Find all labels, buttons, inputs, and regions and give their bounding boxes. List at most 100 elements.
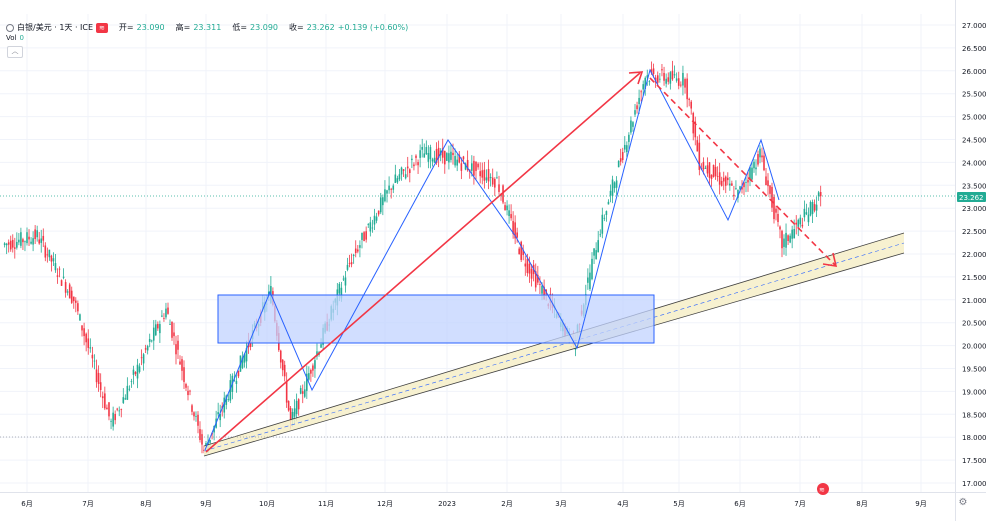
candle-body <box>72 296 75 302</box>
candle-body <box>599 234 602 236</box>
chevron-up-icon[interactable]: ︿ <box>7 46 23 58</box>
candle-body <box>373 215 376 225</box>
candle-body <box>155 324 157 336</box>
candle-body <box>285 381 288 403</box>
candle-body <box>195 415 197 417</box>
candle-body <box>779 226 781 230</box>
candle-body <box>516 232 518 238</box>
candle-body <box>34 229 36 240</box>
candle-body <box>371 227 374 229</box>
candle-body <box>5 243 8 246</box>
candle-body <box>724 176 727 186</box>
candle-body <box>299 388 302 394</box>
candle-body <box>11 239 14 248</box>
price-tick-label: 24.500 <box>962 137 986 145</box>
candle-body <box>64 282 67 293</box>
candle-body <box>106 407 108 410</box>
candle-body <box>163 318 165 319</box>
candle-body <box>611 179 614 197</box>
candle-body <box>771 186 773 208</box>
candle-body <box>237 370 240 377</box>
candle-body <box>3 243 6 245</box>
candle-body <box>377 210 380 215</box>
zigzag-line <box>204 68 780 451</box>
price-tick-label: 18.500 <box>962 411 986 419</box>
candle-body <box>722 177 725 182</box>
candle-body <box>646 75 649 78</box>
candle-body <box>485 177 488 181</box>
price-tick-label: 23.500 <box>962 182 986 190</box>
candle-body <box>314 360 316 369</box>
candle-body <box>50 255 53 262</box>
candle-body <box>605 211 608 215</box>
event-flag: ≋ <box>817 483 829 495</box>
candle-body <box>348 262 351 264</box>
candle-body <box>686 78 688 100</box>
candle-body <box>425 147 428 155</box>
candle-body <box>648 81 651 83</box>
candle-body <box>93 360 96 362</box>
candle-body <box>595 250 597 260</box>
candle-body <box>429 147 432 160</box>
candle-body <box>537 274 539 283</box>
price-tick-label: 18.000 <box>962 434 986 442</box>
candle-body <box>753 161 755 169</box>
candle-body <box>146 346 149 351</box>
candle-body <box>593 248 595 256</box>
candle-body <box>223 397 226 413</box>
candle-body <box>799 217 802 225</box>
price-tick-label: 17.000 <box>962 480 986 488</box>
candle-body <box>615 180 618 188</box>
candle-body <box>369 222 372 232</box>
candle-body <box>727 177 729 181</box>
candle-body <box>437 147 440 158</box>
candle-body <box>193 412 195 417</box>
candle-body <box>48 249 51 258</box>
change-value: +0.139 (+0.60%) <box>337 23 409 32</box>
candle-body <box>587 277 589 283</box>
symbol-title[interactable]: 白银/美元 · 1天 · ICE <box>17 23 94 32</box>
candle-body <box>77 303 79 312</box>
candle-body <box>177 340 179 350</box>
candle-body <box>460 163 463 171</box>
candle-body <box>161 315 163 317</box>
channel-lower <box>203 252 905 457</box>
flag-icon <box>817 483 829 495</box>
candle-body <box>755 167 757 170</box>
candle-body <box>805 212 808 215</box>
candle-body <box>510 214 512 219</box>
candle-body <box>630 120 632 133</box>
candle-body <box>680 84 682 86</box>
candle-body <box>97 372 100 384</box>
candle-body <box>769 185 771 194</box>
candle-body <box>75 300 77 303</box>
candle-body <box>390 188 392 190</box>
candle-body <box>346 264 349 270</box>
candle-body <box>773 196 775 220</box>
candle-body <box>671 70 674 80</box>
candle-body <box>677 78 680 86</box>
candle-body <box>656 75 659 83</box>
candle-body <box>320 344 322 348</box>
volume-legend: Vol 0 <box>6 34 24 42</box>
candle-body <box>384 189 386 202</box>
candle-body <box>54 263 57 271</box>
candle-body <box>765 176 767 186</box>
candle-body <box>682 72 684 86</box>
candle-body <box>807 214 810 223</box>
candle-body <box>708 162 711 178</box>
gear-icon[interactable]: ⚙ <box>958 497 968 508</box>
candle-body <box>496 177 498 179</box>
candle-body <box>60 280 63 286</box>
candle-body <box>632 122 634 127</box>
candle-body <box>367 224 370 225</box>
candle-body <box>491 177 494 185</box>
candle-body <box>81 325 83 331</box>
candle-body <box>175 344 177 355</box>
candle-body <box>759 148 761 158</box>
candle-body <box>386 190 388 194</box>
candle-body <box>46 254 49 256</box>
candle-body <box>189 390 191 392</box>
